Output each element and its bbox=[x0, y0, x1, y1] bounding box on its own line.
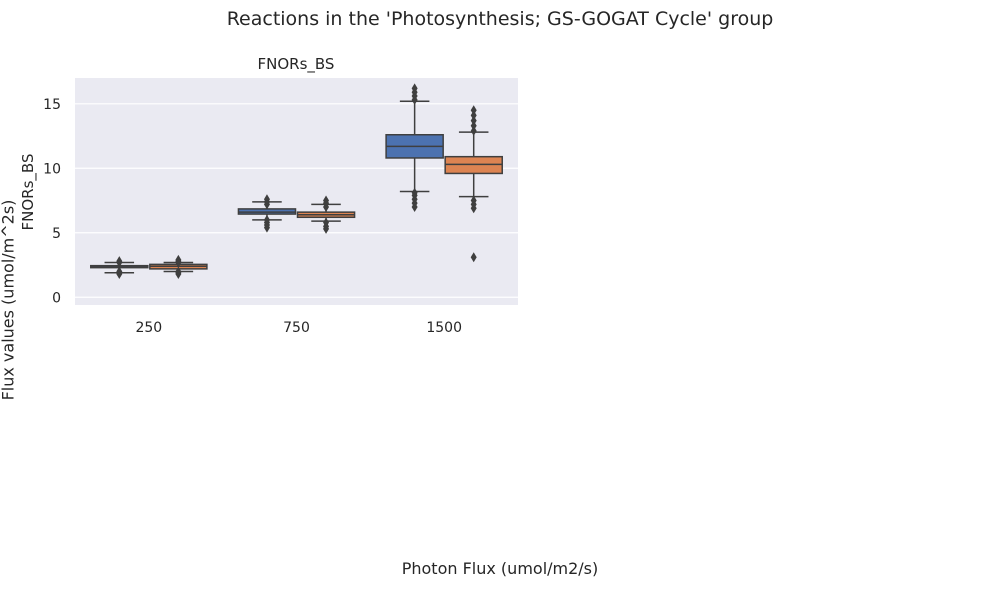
outlier-point bbox=[175, 254, 182, 265]
boxplots bbox=[90, 83, 503, 280]
outlier-point bbox=[116, 256, 123, 267]
grid-lines bbox=[75, 103, 518, 298]
y-tick-label: 10 bbox=[43, 161, 61, 177]
box-dd8452-1500 bbox=[444, 105, 503, 263]
outlier-point bbox=[411, 187, 418, 198]
x-tick-labels: 250 750 1500 bbox=[135, 320, 462, 336]
outlier-point bbox=[411, 83, 418, 94]
outlier-point bbox=[470, 125, 477, 136]
outlier-point bbox=[263, 214, 270, 225]
outlier-point bbox=[323, 217, 330, 228]
box-dd8452-250 bbox=[149, 254, 208, 280]
box-4c72b0-250 bbox=[90, 256, 149, 280]
box-4c72b0-750 bbox=[237, 194, 297, 233]
outlier-point bbox=[470, 195, 477, 206]
y-tick-label: 15 bbox=[43, 97, 61, 113]
outlier-point bbox=[470, 115, 477, 126]
outlier-point bbox=[263, 194, 270, 205]
y-tick-label: 0 bbox=[52, 290, 61, 306]
outlier-point bbox=[323, 195, 330, 206]
outlier-point bbox=[175, 266, 182, 277]
x-tick-label: 250 bbox=[135, 320, 162, 336]
outlier-point bbox=[470, 105, 477, 116]
figure-title: Reactions in the 'Photosynthesis; GS-GOG… bbox=[226, 8, 774, 30]
outlier-point bbox=[470, 252, 477, 263]
y-axis-label: FNORs_BS bbox=[19, 154, 38, 231]
outlier-point bbox=[470, 120, 477, 131]
outlier-point bbox=[470, 110, 477, 121]
plot-area bbox=[75, 78, 518, 305]
figure-y-axis-label: Flux values (umol/m^2s) bbox=[0, 199, 18, 401]
y-tick-label: 5 bbox=[52, 226, 61, 242]
y-tick-labels: 0 5 10 15 bbox=[43, 97, 61, 306]
x-tick-label: 1500 bbox=[426, 320, 462, 336]
subplot-title: FNORs_BS bbox=[258, 55, 335, 74]
box-4c72b0-1500 bbox=[385, 83, 444, 212]
box-dd8452-750 bbox=[296, 195, 356, 234]
outlier-point bbox=[116, 266, 123, 277]
x-tick-label: 750 bbox=[283, 320, 310, 336]
x-axis-label: Photon Flux (umol/m2/s) bbox=[401, 559, 599, 578]
